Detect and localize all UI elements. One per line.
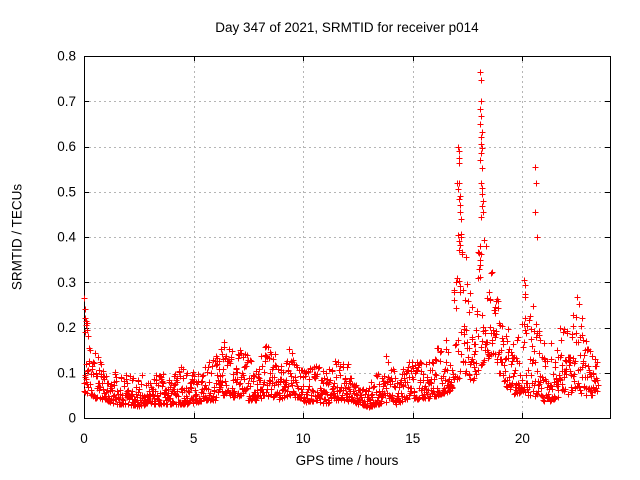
- y-tick-label: 0.4: [57, 230, 76, 245]
- y-tick-label: 0.7: [57, 94, 76, 109]
- x-axis-label: GPS time / hours: [295, 453, 399, 468]
- y-tick-label: 0.5: [57, 184, 76, 199]
- x-tick-label: 15: [405, 431, 420, 446]
- y-tick-label: 0.3: [57, 275, 76, 290]
- y-tick-label: 0.2: [57, 320, 76, 335]
- y-tick-label: 0.8: [57, 49, 76, 64]
- y-tick-label: 0.1: [57, 365, 76, 380]
- y-tick-label: 0: [68, 411, 76, 426]
- tick-labels: 0 5 10 15 20 0 0.1 0.2 0.3 0.4 0.5 0.6 0.7 0.8: [57, 49, 530, 447]
- grid: [84, 56, 610, 418]
- x-tick-label: 10: [296, 431, 311, 446]
- x-tick-label: 5: [190, 431, 198, 446]
- x-tick-label: 20: [515, 431, 530, 446]
- x-tick-label: 0: [80, 431, 88, 446]
- y-tick-label: 0.6: [57, 139, 76, 154]
- axis-ticks: [84, 56, 611, 419]
- chart-title: Day 347 of 2021, SRMTID for receiver p01…: [215, 20, 479, 35]
- data-points: [81, 69, 602, 411]
